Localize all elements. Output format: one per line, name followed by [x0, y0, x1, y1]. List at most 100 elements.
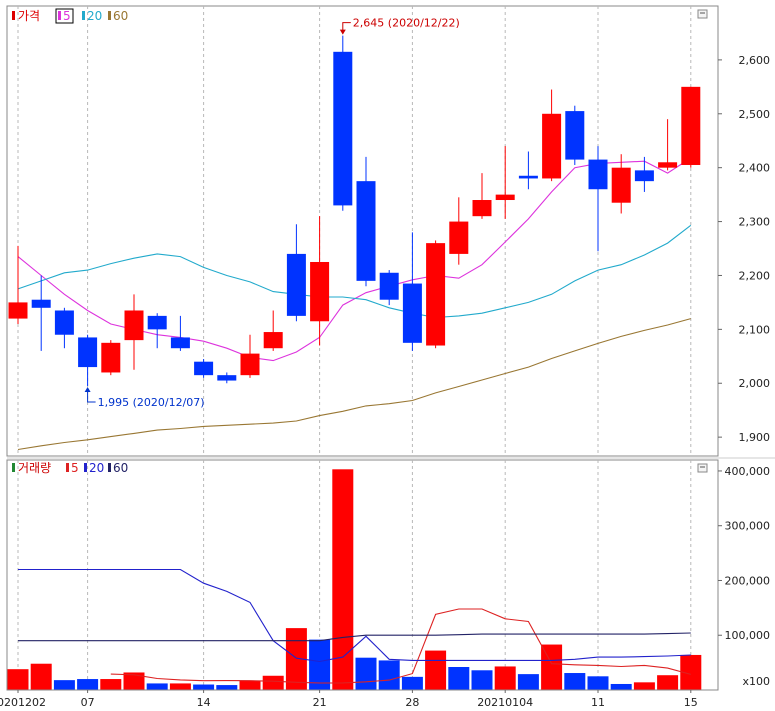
candle-body [658, 162, 678, 168]
volume-bar [680, 654, 702, 690]
volume-ma-line-5 [110, 608, 691, 684]
volume-bar [239, 680, 261, 690]
candle-body [495, 194, 515, 201]
volume-ytick-label: 400,000 [725, 465, 771, 478]
candle-body [356, 181, 376, 281]
price-legend-ma-label: 60 [113, 9, 128, 23]
price-ytick-label: 2,200 [739, 269, 771, 282]
candle-body [101, 342, 121, 373]
x-tick-label: 14 [197, 696, 211, 709]
volume-bar [425, 650, 447, 690]
volume-bar [216, 685, 238, 690]
candle-body [124, 310, 144, 341]
high-annotation-label: 2,645 (2020/12/22) [353, 17, 460, 30]
low-annotation-leader [87, 387, 96, 403]
price-ytick-label: 2,300 [739, 216, 771, 229]
candle-body [240, 353, 260, 376]
x-tick-label: 15 [684, 696, 698, 709]
volume-bar [355, 657, 377, 690]
volume-legend-ma-label: 5 [71, 461, 79, 475]
price-ytick-label: 2,600 [739, 54, 771, 67]
candle-body [449, 221, 469, 254]
volume-bar [448, 667, 470, 690]
price-legend-ma-marker-icon [108, 11, 111, 20]
price-ytick-label: 2,100 [739, 323, 771, 336]
candle-body [565, 111, 585, 160]
x-tick-label: 11 [591, 696, 605, 709]
volume-bar [332, 469, 354, 690]
volume-bar [610, 683, 632, 690]
price-panel-maximize-icon[interactable] [697, 9, 708, 19]
volume-legend-ma-marker-icon [84, 463, 87, 472]
candle-body [333, 51, 353, 206]
candle-body [472, 200, 492, 217]
price-legend-ma-marker-icon [58, 11, 61, 20]
x-tick-label: 21 [313, 696, 327, 709]
volume-ytick-label: 100,000 [725, 629, 771, 642]
price-legend-selected-box [55, 8, 74, 24]
candle-body [286, 253, 306, 316]
volume-bar [494, 666, 516, 690]
x-tick-label: 28 [405, 696, 419, 709]
volume-legend-marker-icon [12, 463, 15, 472]
price-legend-marker-icon [12, 11, 15, 20]
candle-body [542, 113, 562, 179]
candle-body [54, 310, 74, 335]
volume-ma-line-20 [18, 568, 691, 663]
price-ytick-label: 2,500 [739, 108, 771, 121]
volume-bar [53, 680, 75, 690]
candle-body [426, 243, 446, 346]
volume-bar [285, 628, 307, 690]
low-annotation-label: 1,995 (2020/12/07) [98, 396, 205, 409]
volume-bar [7, 669, 29, 690]
volume-bar [587, 676, 609, 690]
price-ma-line-20 [17, 224, 692, 319]
x-tick-label: 20201202 [0, 696, 46, 709]
volume-bar [517, 674, 539, 690]
price-legend-label: 가격 [18, 9, 40, 23]
candle-body [588, 159, 608, 190]
price-ytick-label: 2,400 [739, 162, 771, 175]
volume-bar [100, 679, 122, 690]
volume-bar [193, 684, 215, 690]
volume-bar [471, 670, 493, 690]
candle-body [310, 261, 330, 322]
volume-ytick-label: 300,000 [725, 520, 771, 533]
volume-bar [541, 644, 563, 690]
volume-bar [169, 683, 191, 690]
x-axis: 20201202 07 14 21 28 20210104 11 15 [0, 689, 718, 709]
candle-body [31, 299, 51, 308]
candle-body [170, 337, 190, 349]
volume-bar [146, 683, 168, 690]
volume-panel: 400,000 300,000 200,000 100,000 x100 거래량 5 20 60 [6, 459, 771, 691]
candle-body [518, 175, 538, 179]
candle-body [681, 86, 701, 165]
volume-bar [657, 675, 679, 690]
volume-bar [77, 679, 99, 690]
price-legend-ma-label: 20 [87, 9, 102, 23]
candle-body [634, 170, 654, 182]
candle-body [263, 332, 283, 349]
volume-bar [401, 676, 423, 690]
price-ytick-label: 1,900 [739, 431, 771, 444]
volume-panel-maximize-icon[interactable] [697, 463, 708, 473]
volume-panel-frame [6, 459, 719, 691]
candle-body [402, 283, 422, 343]
volume-legend-ma-label: 60 [113, 461, 128, 475]
low-annotation-arrow-icon [84, 386, 91, 392]
volume-ytick-label: 200,000 [725, 574, 771, 587]
price-ytick-label: 2,000 [739, 377, 771, 390]
volume-bar [123, 672, 145, 690]
x-tick-label: 07 [81, 696, 95, 709]
candle-body [379, 272, 399, 300]
high-annotation-arrow-icon [339, 29, 346, 35]
volume-bar [309, 639, 331, 690]
volume-bar [633, 682, 655, 690]
candle-body [78, 337, 98, 368]
candle-body [8, 302, 28, 319]
volume-unit-label: x100 [742, 675, 770, 688]
volume-legend-ma-marker-icon [108, 463, 111, 472]
volume-legend-ma-label: 20 [89, 461, 104, 475]
price-panel: 2,600 2,500 2,400 2,300 2,200 2,100 2,000 1,900… [6, 5, 775, 459]
price-legend-ma-marker-icon [82, 11, 85, 20]
